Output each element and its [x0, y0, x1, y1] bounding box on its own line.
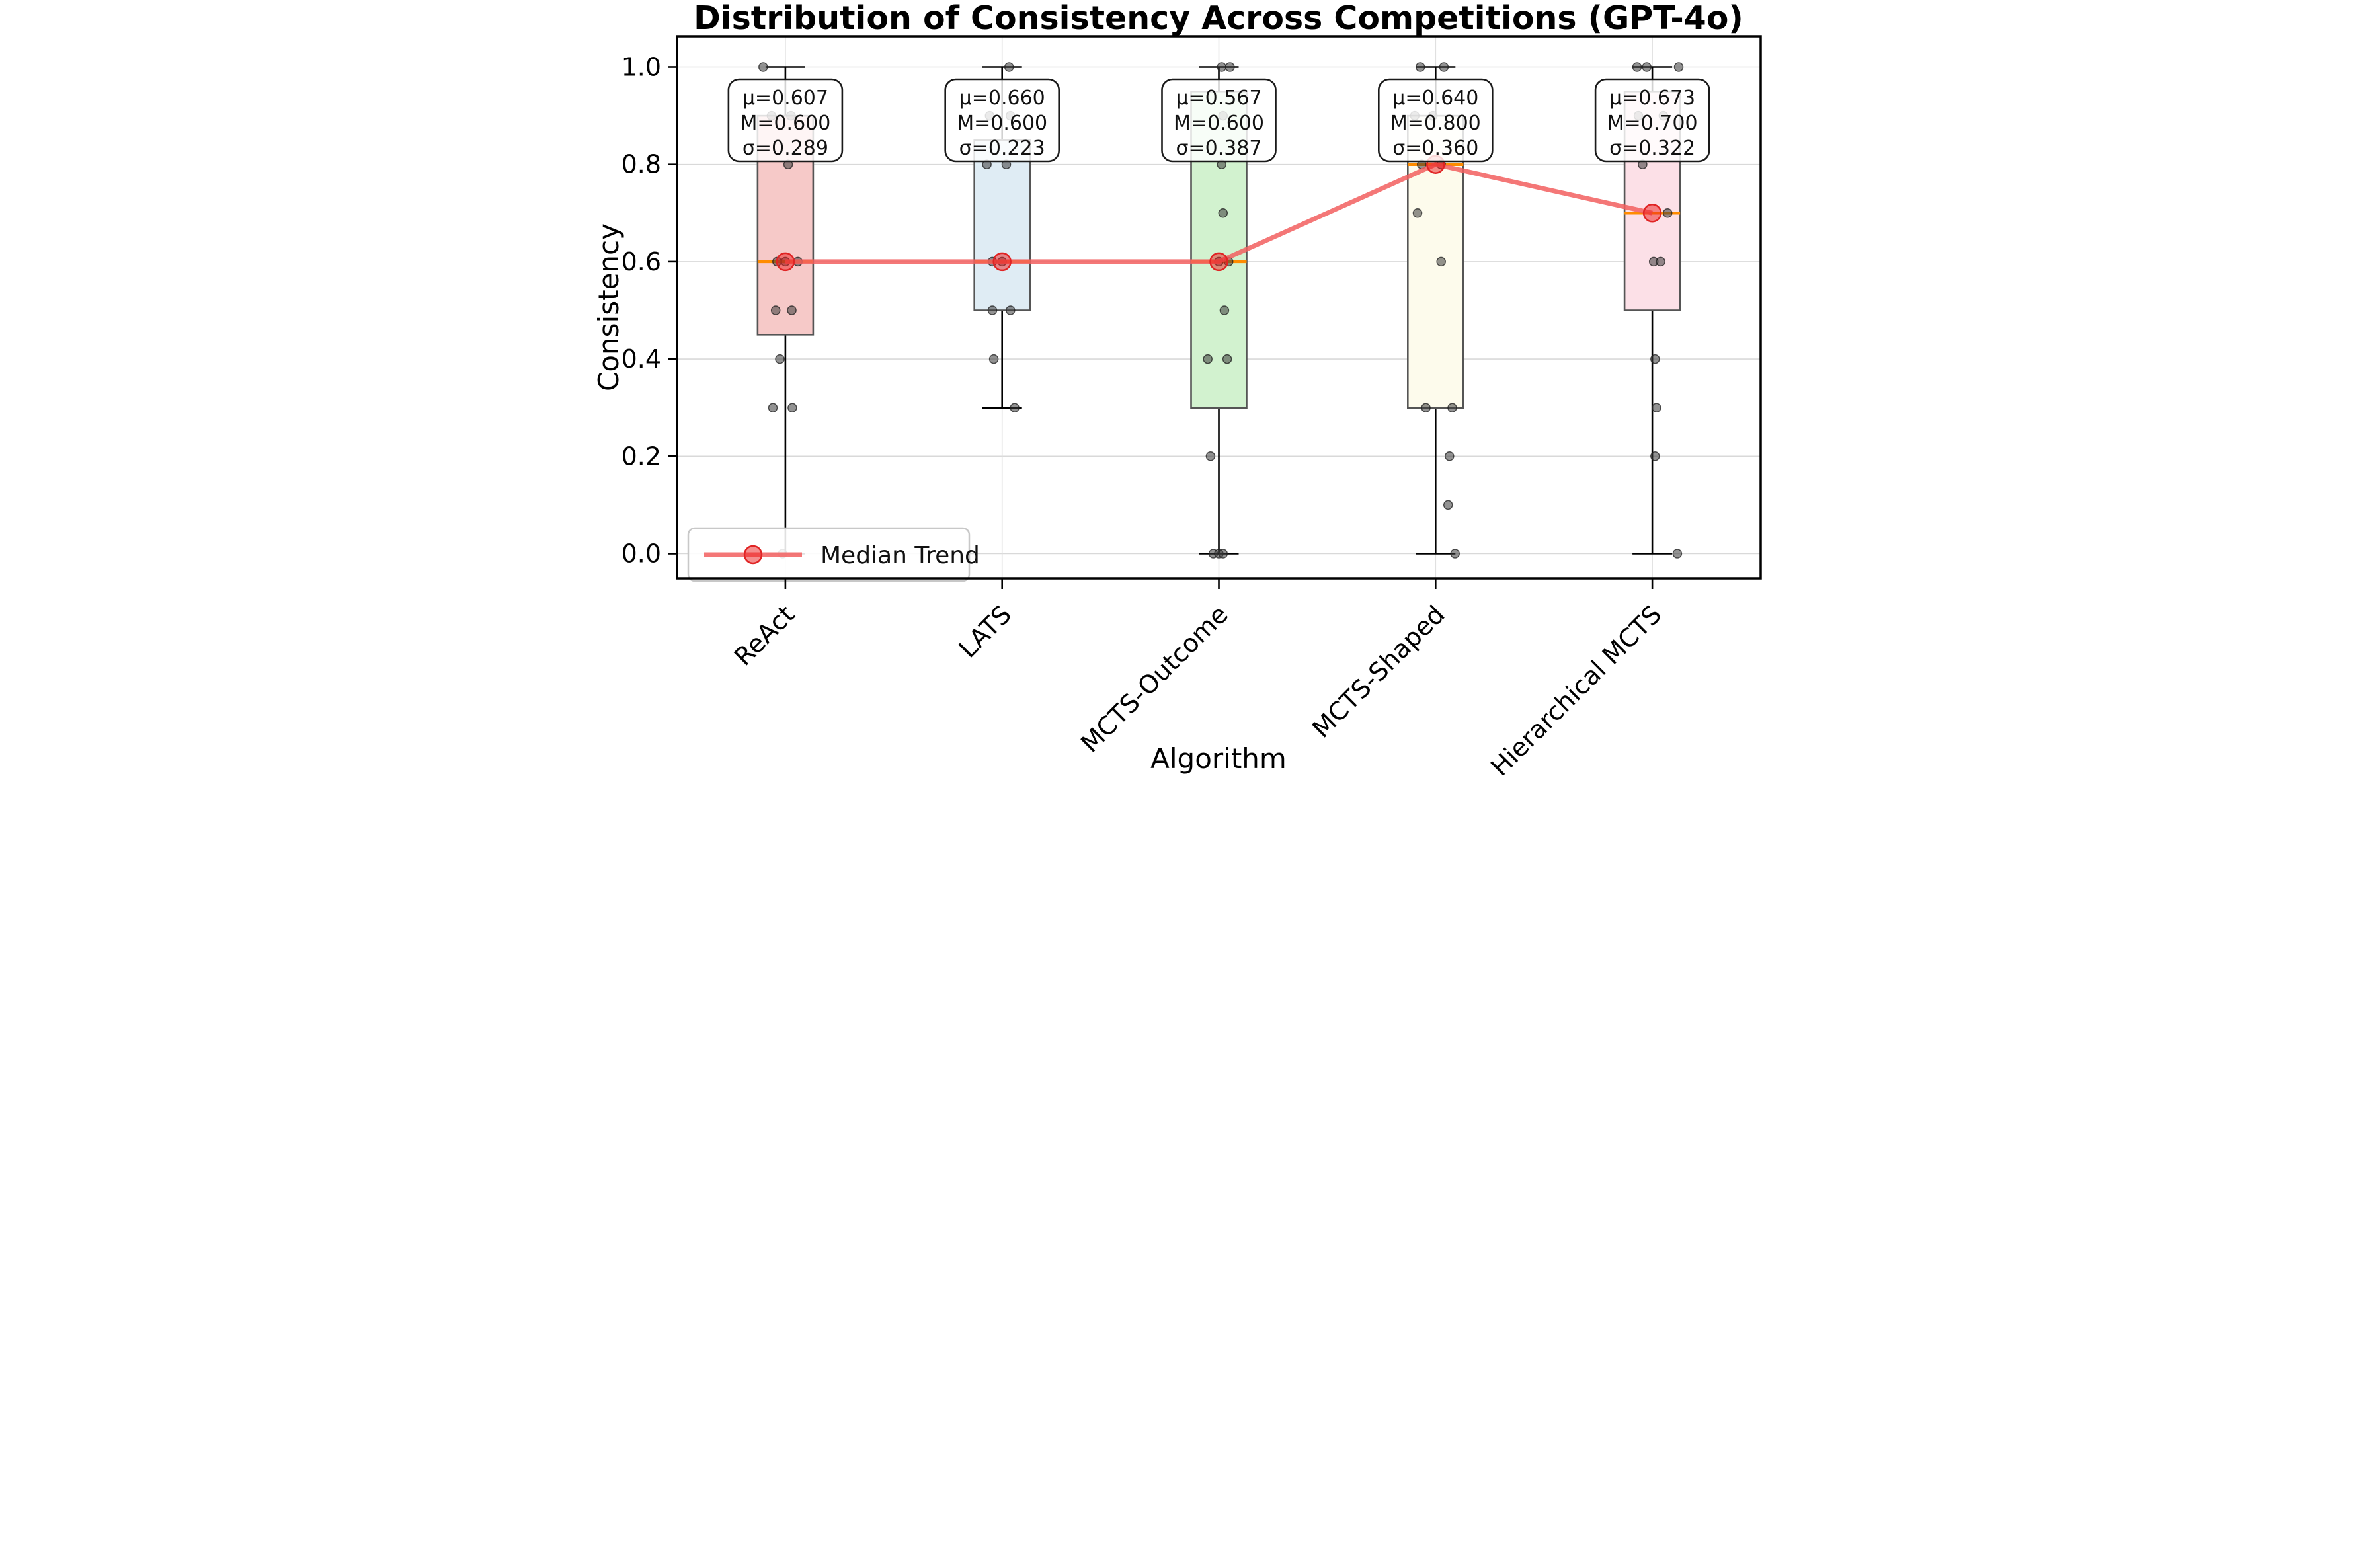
annotation-line: μ=0.567 [1176, 87, 1261, 110]
annotation-box [1160, 78, 1277, 163]
data-point [1435, 256, 1446, 267]
annotation-line: M=0.600 [1174, 112, 1264, 135]
trend-marker [1642, 204, 1661, 223]
data-point [1651, 403, 1661, 412]
data-point [1415, 62, 1425, 72]
data-point [770, 305, 780, 315]
annotation-line: σ=0.223 [959, 137, 1045, 160]
data-point [1009, 403, 1020, 412]
x-tick-label: MCTS-Shaped [1306, 600, 1450, 743]
annotation-line: σ=0.360 [1392, 137, 1478, 160]
annotation-line: σ=0.289 [742, 137, 828, 160]
data-point [987, 305, 997, 315]
data-point [1641, 62, 1652, 72]
data-point [758, 62, 768, 72]
data-point [1205, 451, 1215, 461]
annotation-Hierarchical MCTS: μ=0.673M=0.700σ=0.322 [1594, 78, 1710, 163]
data-point [1673, 62, 1683, 72]
data-point [1004, 62, 1014, 72]
data-point [786, 305, 797, 315]
annotation-line: M=0.700 [1607, 112, 1697, 135]
data-point [1650, 451, 1660, 461]
box-LATS [973, 139, 1031, 311]
chart-title: Distribution of Consistency Across Compe… [694, 0, 1743, 37]
y-tick-label: 1.0 [621, 53, 660, 82]
legend-label: Median Trend [820, 542, 980, 569]
annotation-box [1377, 78, 1494, 163]
annotation-line: M=0.800 [1390, 112, 1480, 135]
data-point [1005, 305, 1016, 315]
chart-canvas: μ=0.607M=0.600σ=0.289μ=0.660M=0.600σ=0.2… [592, 0, 1762, 781]
x-axis-label: Algorithm [1150, 742, 1287, 775]
data-point [1672, 549, 1682, 559]
data-point [1655, 256, 1665, 267]
data-point [1650, 354, 1660, 364]
data-point [1632, 62, 1642, 72]
data-point [1447, 403, 1457, 412]
y-tick-label: 0.4 [621, 344, 660, 373]
data-point [1444, 451, 1455, 461]
whiskers [765, 66, 1672, 555]
annotation-line: σ=0.322 [1609, 137, 1695, 160]
data-point [787, 403, 797, 412]
x-tick-label: ReAct [728, 600, 799, 671]
y-tick-label: 0.6 [621, 247, 660, 276]
annotation-line: M=0.600 [957, 112, 1047, 135]
y-axis-label: Consistency [592, 223, 625, 391]
data-point [768, 403, 778, 412]
y-tick-label: 0.0 [621, 539, 660, 568]
annotation-line: μ=0.607 [742, 87, 828, 110]
data-point [1412, 208, 1422, 218]
annotation-box [727, 78, 843, 163]
trend-marker [776, 252, 795, 272]
trend-marker [1209, 252, 1228, 272]
annotation-line: μ=0.660 [959, 87, 1045, 110]
data-point [774, 354, 785, 364]
legend-box [687, 527, 970, 582]
annotation-line: σ=0.387 [1176, 137, 1261, 160]
data-point [988, 354, 998, 364]
data-point [1218, 208, 1228, 218]
data-point [1219, 305, 1229, 315]
data-point [1449, 549, 1460, 559]
x-tick-label: Hierarchical MCTS [1485, 600, 1667, 781]
boxplot-figure: μ=0.607 M=0.600 σ=0.289 μ=0.660 M=0.600 σ=0.2… [590, 0, 1771, 784]
data-point [1443, 500, 1453, 510]
annotation-line: μ=0.673 [1609, 87, 1695, 110]
legend-marker-icon [743, 545, 762, 565]
annotation-line: M=0.600 [740, 112, 830, 135]
data-point [1224, 62, 1235, 72]
trend-marker [992, 252, 1012, 272]
annotation-line: μ=0.640 [1392, 87, 1478, 110]
data-point [1662, 208, 1672, 218]
data-point [1202, 354, 1213, 364]
data-point [1420, 403, 1431, 412]
y-tick-label: 0.8 [621, 150, 660, 179]
data-point [1439, 62, 1449, 72]
annotation-box [943, 78, 1060, 163]
x-tick-label: LATS [953, 600, 1016, 663]
stat-annotations: μ=0.607M=0.600σ=0.289μ=0.660M=0.600σ=0.2… [727, 78, 1710, 163]
data-point [1222, 354, 1232, 364]
data-point [1216, 62, 1226, 72]
data-point [1218, 549, 1228, 559]
annotation-box [1594, 78, 1710, 163]
x-tick-label: MCTS-Outcome [1075, 600, 1234, 758]
legend: Median Trend [687, 527, 980, 582]
y-tick-label: 0.2 [621, 442, 660, 471]
